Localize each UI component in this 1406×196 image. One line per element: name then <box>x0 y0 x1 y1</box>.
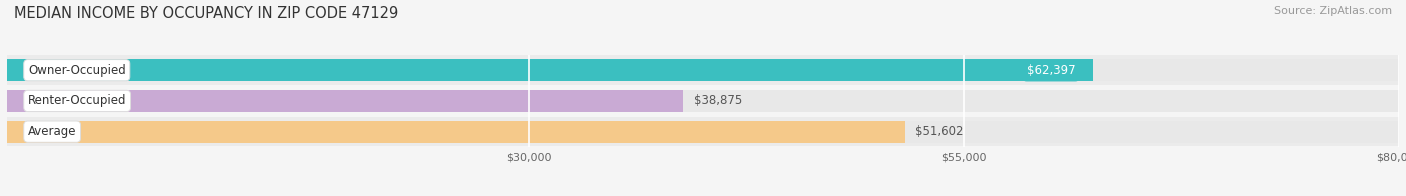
Bar <box>7 59 1092 81</box>
FancyBboxPatch shape <box>7 117 1399 146</box>
Text: Source: ZipAtlas.com: Source: ZipAtlas.com <box>1274 6 1392 16</box>
Text: $62,397: $62,397 <box>1026 64 1076 77</box>
Bar <box>7 90 683 112</box>
Bar <box>7 59 1399 81</box>
Text: Owner-Occupied: Owner-Occupied <box>28 64 125 77</box>
Text: $38,875: $38,875 <box>695 94 742 107</box>
Text: $51,602: $51,602 <box>915 125 963 138</box>
FancyBboxPatch shape <box>7 55 1399 85</box>
Text: Average: Average <box>28 125 76 138</box>
Bar <box>7 121 1399 143</box>
Bar <box>7 121 905 143</box>
Text: Renter-Occupied: Renter-Occupied <box>28 94 127 107</box>
Bar <box>7 90 1399 112</box>
FancyBboxPatch shape <box>7 86 1399 116</box>
Text: MEDIAN INCOME BY OCCUPANCY IN ZIP CODE 47129: MEDIAN INCOME BY OCCUPANCY IN ZIP CODE 4… <box>14 6 398 21</box>
